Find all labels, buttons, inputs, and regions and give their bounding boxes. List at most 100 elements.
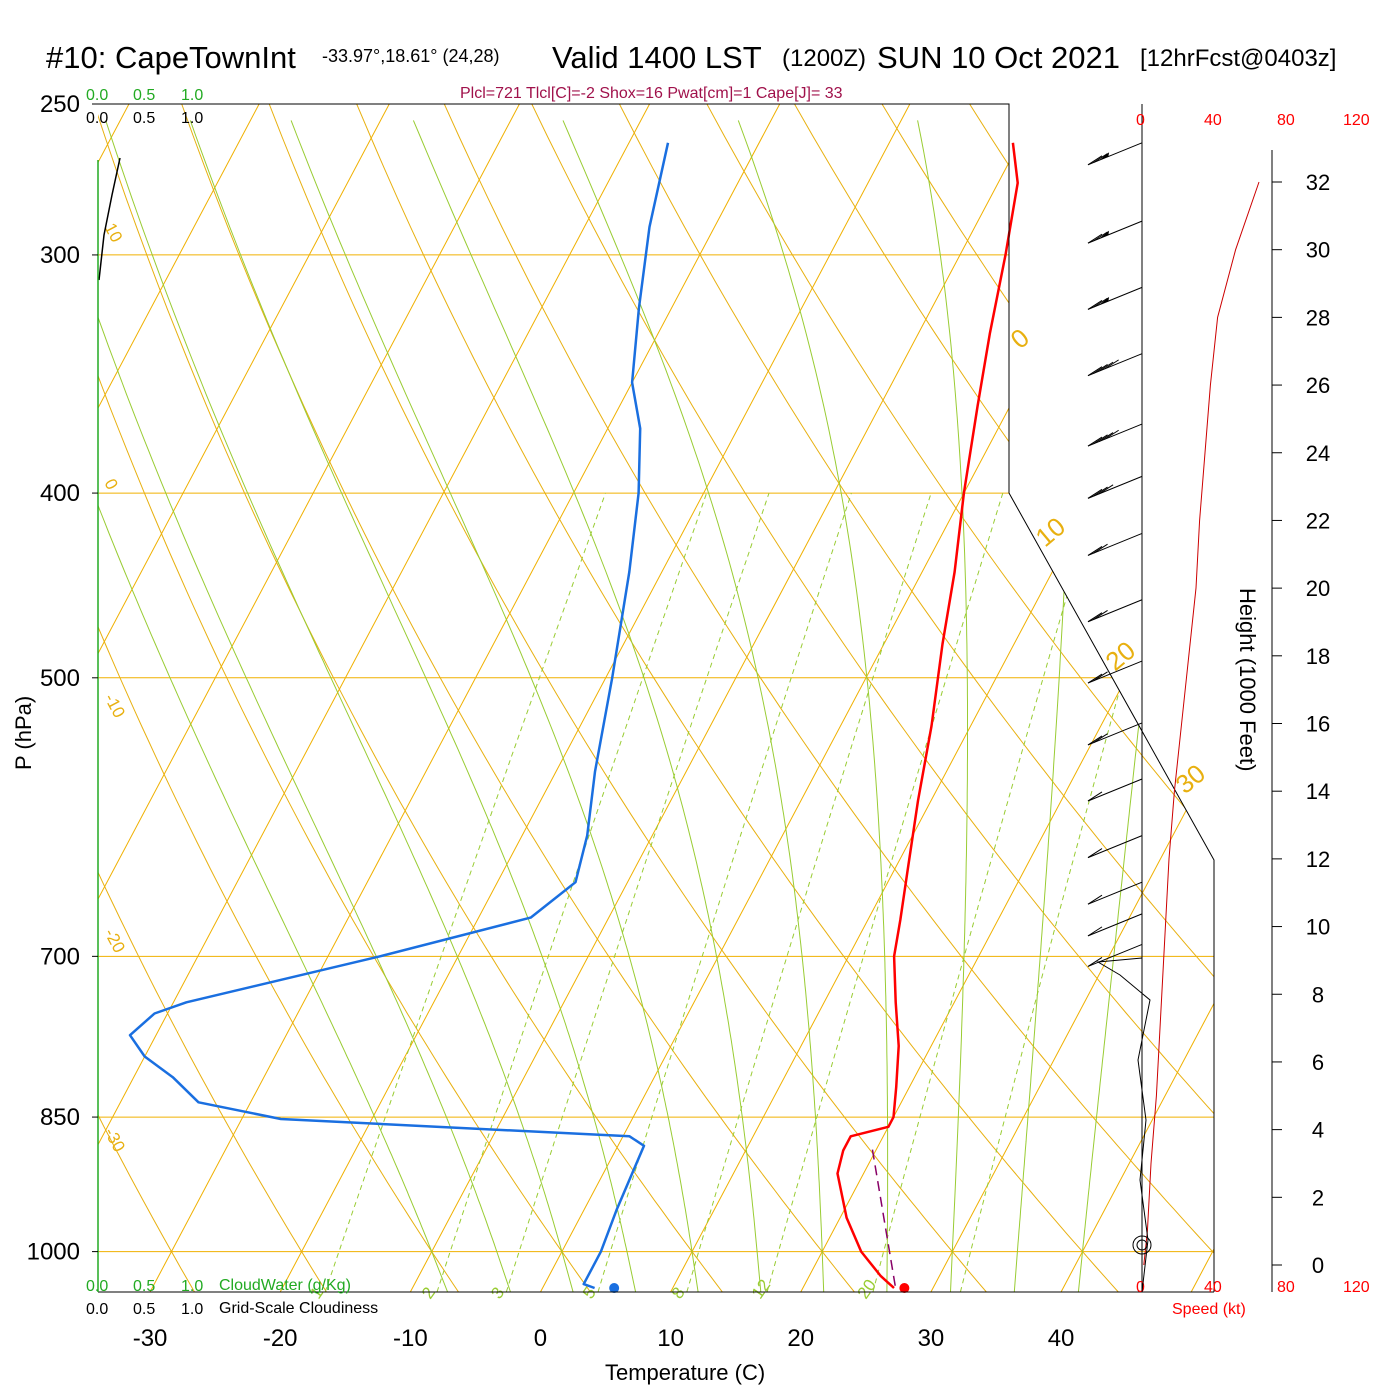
wind-barb-staff — [1087, 286, 1143, 310]
pressure-tick-label: 250 — [40, 91, 80, 118]
speed-tick-40: 40 — [1204, 1279, 1222, 1296]
isotherm — [1060, 104, 1214, 1292]
dry-adiabat — [618, 104, 1214, 1292]
wind-barb-feather — [1093, 363, 1108, 374]
wind-barb — [1087, 660, 1143, 684]
wind-barb — [1087, 353, 1143, 377]
cloudwater-tick-top-2: 1.0 — [181, 87, 203, 104]
dry-adiabat — [706, 104, 1214, 1292]
cloudiness-trace — [98, 157, 121, 281]
dry-adiabat — [98, 104, 459, 1292]
cloudwater-tick-2: 1.0 — [181, 1278, 203, 1295]
height-tick-label: 0 — [1312, 1253, 1324, 1278]
pressure-tick-label: 500 — [40, 665, 80, 692]
height-tick-label: 14 — [1306, 779, 1330, 804]
height-tick-label: 20 — [1306, 576, 1330, 601]
speed-tick-0: 0 — [1136, 1279, 1145, 1296]
wind-barb — [1087, 722, 1143, 746]
height-tick-label: 24 — [1306, 441, 1330, 466]
isotherm-label-left: 0 — [100, 476, 121, 493]
mixing-ratio-line — [597, 492, 852, 1292]
wind-barb-feather — [1087, 488, 1103, 499]
wind-barb-staff — [1087, 220, 1143, 244]
wind-barb-flag — [1099, 296, 1110, 305]
cloudiness-label: Grid-Scale Cloudiness — [219, 1300, 378, 1317]
isotherm — [98, 104, 520, 1292]
station-title: #10: CapeTownInt — [46, 40, 296, 75]
wind-barb-feather — [1093, 231, 1108, 242]
mixing-ratio-line — [686, 492, 932, 1292]
stability-indices: Plcl=721 Tlcl[C]=-2 Shox=16 Pwat[cm]=1 C… — [460, 85, 843, 102]
speed-tick-top-0: 0 — [1136, 112, 1145, 129]
wind-barb-feather — [1093, 543, 1108, 554]
dry-adiabat — [356, 104, 1119, 1292]
zulu-time: (1200Z) — [782, 45, 866, 72]
wind-barb-feather — [1098, 484, 1114, 495]
wind-barb-staff — [1087, 423, 1143, 447]
height-tick-label: 28 — [1306, 305, 1330, 330]
isotherm — [409, 104, 1041, 1292]
wind-barb-feather — [1087, 233, 1103, 244]
isotherm — [98, 104, 260, 1292]
isotherm-label-right: 10 — [1030, 511, 1071, 553]
dry-adiabat — [98, 104, 195, 1292]
wind-barb-feather — [1093, 610, 1108, 620]
wind-barb-feather — [1087, 926, 1103, 937]
wind-barb-feather — [1087, 612, 1103, 623]
wind-barb-feather — [1087, 894, 1103, 905]
surface-temperature-marker — [899, 1283, 910, 1294]
speed-axis-label: Speed (kt) — [1172, 1301, 1246, 1318]
pressure-tick-label: 1000 — [27, 1239, 80, 1266]
dry-adiabat — [268, 104, 987, 1292]
moist-adiabat — [1013, 120, 1075, 1292]
cloudiness-tick-0: 0.0 — [86, 1301, 108, 1318]
y-axis-title: P (hPa) — [11, 696, 36, 770]
dry-adiabat — [98, 104, 723, 1292]
wind-barb — [1087, 835, 1143, 859]
isotherm-label-left: -10 — [100, 690, 128, 721]
speed-tick-120: 120 — [1343, 1279, 1370, 1296]
wind-barb-staff — [1087, 660, 1143, 684]
moist-adiabat — [562, 120, 825, 1292]
height-tick-label: 32 — [1306, 170, 1330, 195]
moist-adiabat — [98, 120, 449, 1292]
wind-barb-feather — [1087, 791, 1103, 802]
wind-speed-line — [1143, 181, 1260, 1266]
wind-barb-staff — [1087, 475, 1143, 499]
wind-barb — [1087, 533, 1143, 556]
temperature-tick-label: 30 — [918, 1325, 945, 1352]
cloudwater-label: CloudWater (g/Kg) — [219, 1277, 351, 1294]
wind-barb-flag — [1099, 152, 1110, 161]
wind-barb-staff — [1087, 142, 1143, 166]
mixing-ratio-label: 8 — [668, 1284, 689, 1303]
temperature-tick-label: -20 — [263, 1325, 298, 1352]
temperature-tick-label: 0 — [534, 1325, 547, 1352]
isotherm — [800, 104, 1214, 1292]
cloudiness-tick-1: 0.5 — [133, 1301, 155, 1318]
moist-adiabat — [290, 120, 699, 1292]
height-tick-label: 4 — [1312, 1118, 1324, 1143]
pressure-tick-label: 300 — [40, 242, 80, 269]
temperature-tick-label: 10 — [657, 1325, 684, 1352]
height-tick-label: 16 — [1306, 712, 1330, 737]
calm-wind-circle — [1132, 1235, 1152, 1255]
plot-border — [98, 103, 1215, 1292]
cloudiness-tick-2: 1.0 — [181, 1301, 203, 1318]
wind-barb-feather — [1087, 546, 1103, 556]
wind-barb — [1087, 943, 1143, 967]
station-coords: -33.97°,18.61° (24,28) — [322, 46, 500, 66]
moist-adiabat — [917, 120, 968, 1292]
isotherm — [1190, 104, 1214, 1292]
moist-adiabat — [105, 120, 574, 1292]
wind-speed-profile — [1096, 181, 1260, 1293]
wind-barb — [1087, 913, 1143, 937]
wind-barb-feather — [1093, 153, 1108, 163]
wind-barb — [1087, 778, 1143, 802]
wind-barb-staff — [1087, 353, 1143, 377]
wind-barb-feather — [1087, 735, 1103, 746]
cloudiness-tick-top-1: 0.5 — [133, 110, 155, 127]
temperature-line — [836, 142, 1019, 1289]
wind-barb-feather — [1093, 434, 1108, 445]
wind-barb-feather — [1087, 299, 1103, 310]
